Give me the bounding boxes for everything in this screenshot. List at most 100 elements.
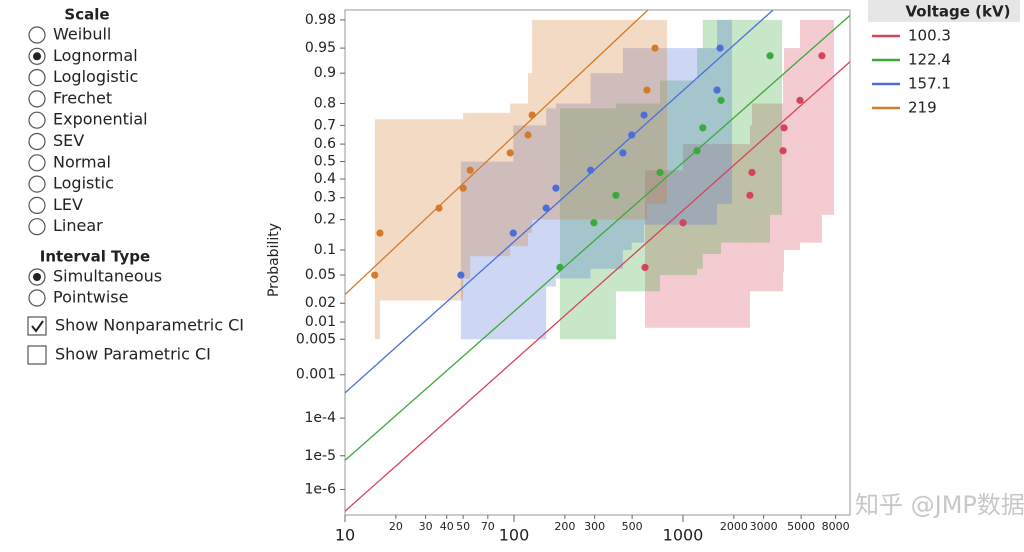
radio-label[interactable]: Normal (53, 152, 111, 171)
radio-label[interactable]: Lognormal (53, 46, 138, 65)
data-point (779, 147, 787, 155)
data-point (656, 168, 664, 177)
radio-button[interactable] (28, 289, 46, 307)
radio-button[interactable] (28, 196, 46, 214)
data-point (619, 149, 627, 157)
radio-label[interactable]: Weibull (53, 25, 111, 44)
x-tick-label: 70 (481, 520, 495, 533)
watermark: 知乎 @JMP数据分析 (855, 491, 1024, 519)
y-tick-label: 0.95 (305, 40, 336, 56)
data-point (556, 263, 564, 272)
data-point (717, 96, 725, 104)
radio-button[interactable] (28, 111, 46, 129)
radio-button[interactable] (28, 175, 46, 193)
legend-label: 219 (908, 99, 937, 117)
ci-band (645, 170, 684, 328)
checkbox[interactable] (27, 316, 47, 336)
radio-dot (33, 52, 41, 61)
ci-band (717, 19, 721, 204)
data-point (542, 204, 550, 212)
ci-band (644, 48, 718, 225)
radio-button[interactable] (28, 154, 46, 172)
radio-button[interactable] (28, 26, 46, 44)
radio-label[interactable]: Loglogistic (53, 67, 138, 86)
y-axis-label: Probability (266, 223, 282, 297)
x-tick-label: 200 (554, 520, 575, 533)
checkbox-label[interactable]: Show Parametric CI (55, 345, 211, 364)
checkbox-label[interactable]: Show Nonparametric CI (55, 316, 244, 335)
data-point (506, 149, 514, 157)
radio-dot (33, 273, 41, 281)
legend-header-bg (868, 0, 1020, 22)
ci-band (439, 119, 464, 301)
options-panel: Scale Interval Type Weibull Lognormal Logl… (27, 6, 244, 365)
ci-band (379, 119, 440, 301)
data-point (466, 166, 474, 174)
ci-band (655, 19, 668, 204)
data-point (628, 131, 636, 139)
radio-button[interactable] (28, 68, 46, 87)
data-point (612, 191, 620, 199)
ci-band (697, 48, 703, 269)
y-tick-label: 0.3 (314, 190, 336, 206)
ci-band (720, 19, 733, 204)
fit-line (345, 10, 649, 295)
ci-band (470, 112, 511, 257)
data-point (371, 271, 379, 279)
ci-band (527, 73, 533, 234)
y-tick-label: 0.7 (314, 117, 336, 133)
radio-button[interactable] (28, 132, 46, 151)
y-tick-label: 0.1 (314, 242, 336, 258)
ci-band (721, 19, 771, 243)
x-tick-label: 10 (335, 526, 355, 545)
ci-band (783, 73, 785, 272)
plot-frame (344, 9, 851, 516)
radio-button[interactable] (28, 218, 46, 236)
data-point (651, 44, 659, 52)
data-point (716, 44, 724, 52)
radio-label[interactable]: Linear (53, 216, 103, 235)
data-point (746, 191, 754, 199)
radio-label[interactable]: Logistic (53, 174, 114, 193)
scale-title: Scale (64, 6, 109, 24)
radio-label[interactable]: SEV (53, 131, 84, 150)
checkbox[interactable] (27, 345, 47, 365)
y-tick-label: 0.5 (314, 154, 336, 170)
radio-label[interactable]: Simultaneous (53, 267, 162, 286)
y-tick-label: 1e-5 (305, 448, 336, 464)
fit-line (345, 10, 774, 394)
ci-band (532, 19, 647, 220)
x-tick-label: 5000 (787, 520, 815, 533)
data-point (643, 86, 651, 94)
radio-label[interactable]: Exponential (53, 110, 148, 129)
radio-label[interactable]: Pointwise (53, 288, 128, 307)
x-tick-label: 50 (456, 520, 470, 533)
radio-button[interactable] (28, 90, 46, 108)
data-point (699, 124, 707, 132)
x-tick-label: 20 (389, 520, 403, 533)
y-tick-label: 0.01 (305, 314, 336, 330)
y-tick-label: 1e-4 (305, 410, 337, 426)
radio-label[interactable]: Frechet (53, 88, 112, 107)
ci-band (646, 19, 656, 204)
data-point (590, 219, 598, 227)
x-tick-label: 2000 (720, 520, 748, 533)
ci-band (631, 48, 645, 243)
data-point (713, 86, 721, 94)
x-tick-label: 8000 (822, 520, 850, 533)
y-tick-label: 0.005 (296, 331, 336, 347)
fit-line (345, 14, 850, 461)
data-point (796, 96, 804, 104)
y-tick-label: 0.001 (296, 367, 336, 383)
y-tick-label: 0.2 (314, 212, 336, 228)
y-tick-label: 1e-6 (305, 481, 337, 497)
radio-label[interactable]: LEV (53, 195, 83, 214)
check-mark (31, 320, 44, 333)
ci-band (821, 19, 834, 215)
ci-band (546, 108, 556, 287)
points (371, 44, 826, 279)
data-point (528, 111, 536, 119)
data-point (587, 166, 595, 174)
data-point (693, 147, 701, 155)
